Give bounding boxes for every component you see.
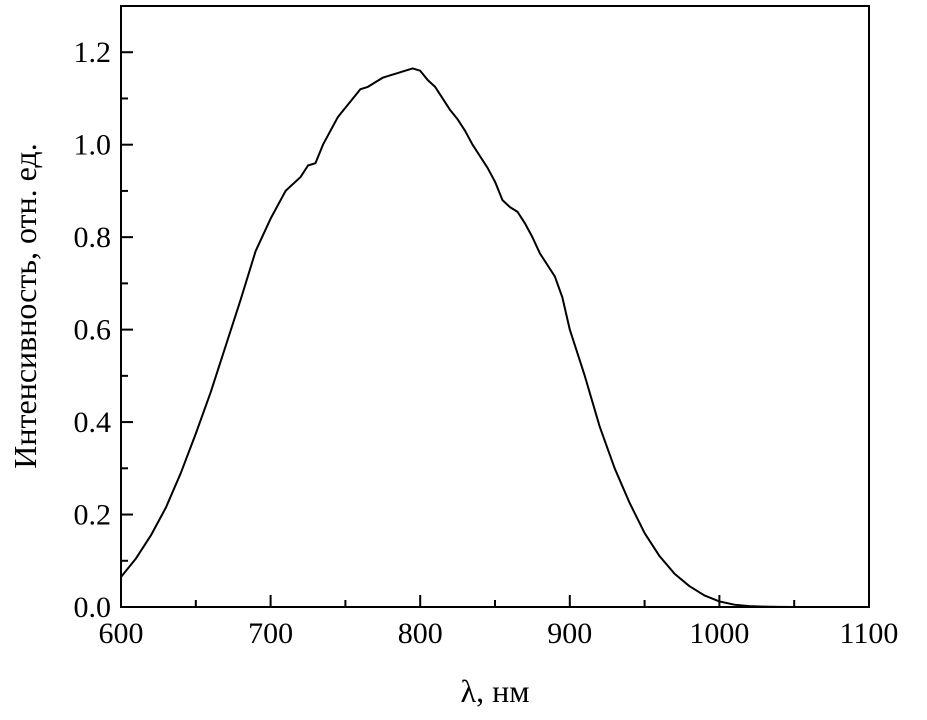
y-tick-label: 0.8 [74,221,112,254]
x-axis-title: λ, нм [461,673,530,709]
y-tick-label: 0.2 [74,499,112,532]
y-tick-label: 0.0 [74,591,112,624]
x-tick-label: 700 [248,617,293,650]
y-tick-label: 0.4 [74,406,112,439]
y-tick-label: 0.6 [74,314,112,347]
x-tick-label: 800 [398,617,443,650]
x-axis-ticks [120,595,870,607]
plot-frame [120,5,870,608]
x-axis-tick-labels: 600 700 800 900 1000 1100 [99,617,899,650]
x-tick-label: 1000 [689,617,749,650]
x-tick-label: 600 [99,617,144,650]
y-tick-label: 1.2 [74,36,112,69]
series-line [120,67,869,608]
y-tick-label: 1.0 [74,129,112,162]
y-axis-title: Интенсивность, отн. ед. [7,143,43,468]
y-axis-ticks [121,5,133,608]
y-axis-tick-labels: 0.0 0.2 0.4 0.6 0.8 1.0 1.2 [74,36,112,624]
x-tick-label: 900 [547,617,592,650]
x-tick-label: 1100 [840,617,899,650]
